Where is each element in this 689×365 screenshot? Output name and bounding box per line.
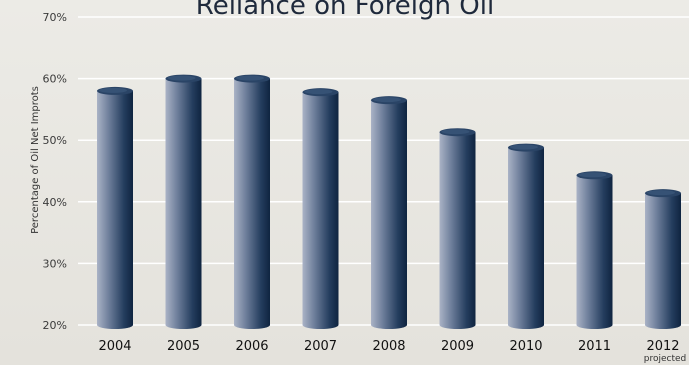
x-tick-label: 2011	[578, 339, 611, 354]
bar-cap-highlight	[510, 144, 538, 150]
bar-2012	[645, 189, 681, 329]
bar-body	[302, 92, 339, 329]
bar-cap-highlight	[99, 87, 127, 93]
bar-body	[371, 100, 407, 329]
bar-2010	[508, 143, 544, 329]
y-tick-label: 60%	[43, 73, 67, 86]
bar-body	[576, 175, 613, 329]
x-tick-label: 2009	[441, 339, 474, 354]
bar-cap-highlight	[441, 129, 470, 135]
bars	[97, 74, 681, 329]
x-tick-note: projected	[644, 354, 687, 364]
bar-2009	[439, 128, 476, 329]
bar-cap-highlight	[236, 75, 264, 81]
x-tick-label: 2007	[304, 339, 337, 354]
bar-body	[97, 90, 133, 329]
bar-cap-highlight	[373, 97, 401, 103]
y-tick-labels: 20% 30% 40% 50% 60% 70%	[43, 11, 67, 332]
y-tick-label: 70%	[43, 11, 67, 24]
y-tick-label: 50%	[43, 134, 67, 147]
x-tick-label: 2006	[235, 339, 268, 354]
x-tick-label: 2008	[372, 339, 405, 354]
bar-body	[645, 193, 681, 329]
bar-2005	[165, 74, 202, 329]
bar-2004	[97, 86, 133, 329]
y-tick-label: 40%	[43, 196, 67, 209]
bar-2007	[302, 88, 339, 329]
chart-title: Reliance on Foreign Oil	[196, 0, 494, 21]
bar-body	[439, 132, 476, 329]
bar-cap-highlight	[304, 89, 333, 95]
bar-cap-highlight	[578, 172, 607, 178]
x-tick-label: 2005	[167, 339, 200, 354]
bar-2008	[371, 96, 407, 329]
bar-body	[234, 78, 270, 329]
bar-2011	[576, 171, 613, 329]
x-tick-labels: 2004 2005 2006 2007 2008 2009 2010 2011 2012proj…	[98, 339, 686, 364]
y-axis-label: Percentage of Oil Net Improts	[30, 86, 41, 234]
bar-cap-highlight	[647, 190, 675, 196]
bar-cap-highlight	[167, 75, 196, 81]
bar-body	[165, 78, 202, 329]
bar-body	[508, 147, 544, 329]
bar-2006	[234, 74, 270, 329]
x-tick-label: 2012	[646, 339, 679, 354]
x-tick-label: 2010	[509, 339, 542, 354]
y-tick-label: 20%	[43, 319, 67, 332]
y-tick-label: 30%	[43, 257, 67, 270]
x-tick-label: 2004	[98, 339, 131, 354]
